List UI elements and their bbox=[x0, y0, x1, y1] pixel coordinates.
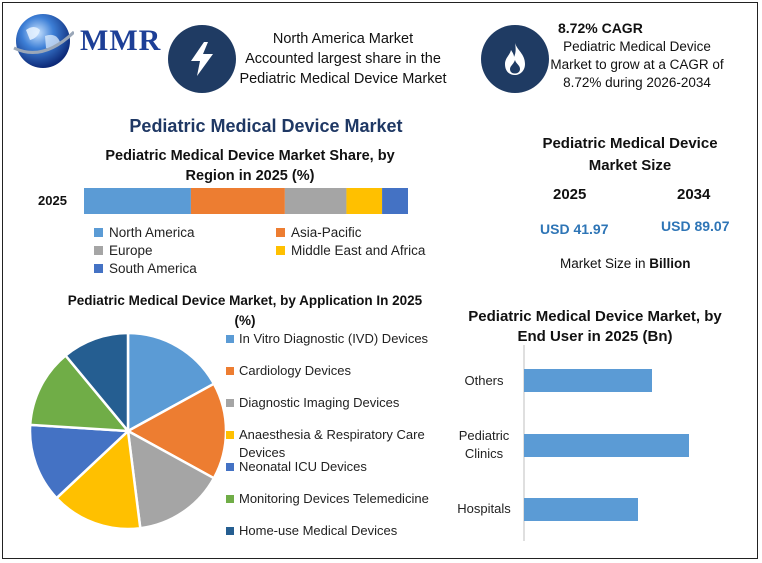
application-legend-item: Home-use Medical Devices bbox=[226, 522, 441, 540]
legend-label: Monitoring Devices Telemedicine bbox=[239, 491, 429, 506]
end-user-chart-title: Pediatric Medical Device Market, by End … bbox=[468, 308, 722, 345]
legend-label: Home-use Medical Devices bbox=[239, 523, 398, 538]
region-legend-item: Asia-Pacific bbox=[276, 225, 362, 240]
end-user-bar-chart bbox=[523, 345, 689, 541]
pie-slice-home-use-medical-devices bbox=[63, 331, 130, 435]
legend-swatch bbox=[226, 399, 234, 407]
end-user-bar-pediatric-clinics bbox=[524, 434, 689, 457]
cagr-description: Pediatric Medical Device Market to grow … bbox=[550, 39, 724, 90]
application-pie-chart bbox=[28, 331, 228, 531]
main-title: Pediatric Medical Device Market bbox=[129, 116, 403, 136]
legend-label: In Vitro Diagnostic (IVD) Devices bbox=[239, 331, 429, 346]
legend-swatch bbox=[226, 335, 234, 343]
end-user-category-label: Pediatric Clinics bbox=[458, 428, 510, 461]
fire-icon bbox=[505, 43, 525, 75]
cagr-title: 8.72% CAGR bbox=[558, 20, 643, 36]
pie-slice-anaesthesia-respiratory-care-devices bbox=[54, 428, 142, 531]
legend-label: Diagnostic Imaging Devices bbox=[239, 395, 400, 410]
end-user-category-label: Others bbox=[464, 373, 504, 388]
legend-label: Europe bbox=[109, 243, 153, 258]
logo-text: MMR bbox=[80, 24, 162, 57]
legend-swatch bbox=[226, 367, 234, 375]
fire-icon-badge bbox=[481, 25, 549, 93]
legend-label: Anaesthesia & Respiratory Care Devices bbox=[239, 427, 425, 460]
globe-icon bbox=[13, 14, 74, 68]
pie-slice-monitoring-devices-telemedicine bbox=[28, 353, 131, 433]
year-2025-label: 2025 bbox=[553, 186, 587, 203]
application-legend-item: In Vitro Diagnostic (IVD) Devices bbox=[226, 330, 441, 348]
region-bar-segment-asia-pacific bbox=[190, 188, 285, 214]
lightning-icon-badge bbox=[168, 25, 236, 93]
legend-swatch bbox=[226, 463, 234, 471]
legend-label: Cardiology Devices bbox=[239, 363, 351, 378]
year-2034-label: 2034 bbox=[677, 186, 711, 203]
legend-swatch bbox=[226, 527, 234, 535]
end-user-bar-hospitals bbox=[524, 498, 638, 521]
end-user-category-label: Hospitals bbox=[457, 501, 511, 516]
market-size-title: Pediatric Medical Device Market Size bbox=[542, 135, 718, 174]
region-stacked-bar-chart bbox=[84, 188, 408, 214]
legend-swatch bbox=[226, 431, 234, 439]
market-size-2034-value: USD 89.07 bbox=[661, 218, 730, 234]
application-legend-item: Cardiology Devices bbox=[226, 362, 441, 380]
market-size-2025-value: USD 41.97 bbox=[540, 221, 609, 237]
logo: MMR bbox=[12, 10, 160, 72]
legend-swatch bbox=[226, 495, 234, 503]
legend-swatch bbox=[94, 246, 103, 255]
legend-swatch bbox=[94, 228, 103, 237]
legend-swatch bbox=[94, 264, 103, 273]
lightning-icon bbox=[191, 42, 213, 76]
region-legend-item: North America bbox=[94, 225, 195, 240]
legend-label: Neonatal ICU Devices bbox=[239, 459, 367, 474]
region-bar-segment-europe bbox=[284, 188, 347, 214]
legend-label: North America bbox=[109, 225, 195, 240]
north-america-callout: North America Market Accounted largest s… bbox=[239, 31, 447, 87]
region-chart-category-label: 2025 bbox=[38, 193, 67, 208]
application-legend-item: Anaesthesia & Respiratory Care Devices bbox=[226, 426, 441, 462]
legend-label: Middle East and Africa bbox=[291, 243, 426, 258]
pie-slice-diagnostic-imaging-devices bbox=[126, 428, 216, 530]
legend-swatch bbox=[276, 246, 285, 255]
market-size-note-unit: Billion bbox=[649, 256, 691, 271]
legend-label: Asia-Pacific bbox=[291, 225, 362, 240]
market-size-note-prefix: Market Size in bbox=[560, 256, 650, 271]
region-legend-item: Middle East and Africa bbox=[276, 243, 425, 258]
end-user-bar-others bbox=[524, 369, 652, 392]
region-bar-segment-south-america bbox=[382, 188, 408, 214]
application-legend-item: Monitoring Devices Telemedicine bbox=[226, 490, 441, 508]
pie-slice-cardiology-devices bbox=[125, 382, 228, 480]
region-legend-item: Europe bbox=[94, 243, 153, 258]
application-legend-item: Neonatal ICU Devices bbox=[226, 458, 441, 476]
application-legend-item: Diagnostic Imaging Devices bbox=[226, 394, 441, 412]
application-chart-title: Pediatric Medical Device Market, by Appl… bbox=[67, 293, 423, 328]
pie-slice-neonatal-icu-devices bbox=[28, 423, 131, 500]
region-legend-item: South America bbox=[94, 261, 197, 276]
market-size-note: Market Size in Billion bbox=[560, 256, 691, 271]
pie-slice-in-vitro-diagnostic-ivd-devices bbox=[126, 331, 216, 434]
legend-swatch bbox=[276, 228, 285, 237]
legend-label: South America bbox=[109, 261, 197, 276]
region-bar-segment-middle-east-and-africa bbox=[346, 188, 383, 214]
region-chart-title: Pediatric Medical Device Market Share, b… bbox=[105, 148, 395, 184]
region-bar-segment-north-america bbox=[84, 188, 191, 214]
